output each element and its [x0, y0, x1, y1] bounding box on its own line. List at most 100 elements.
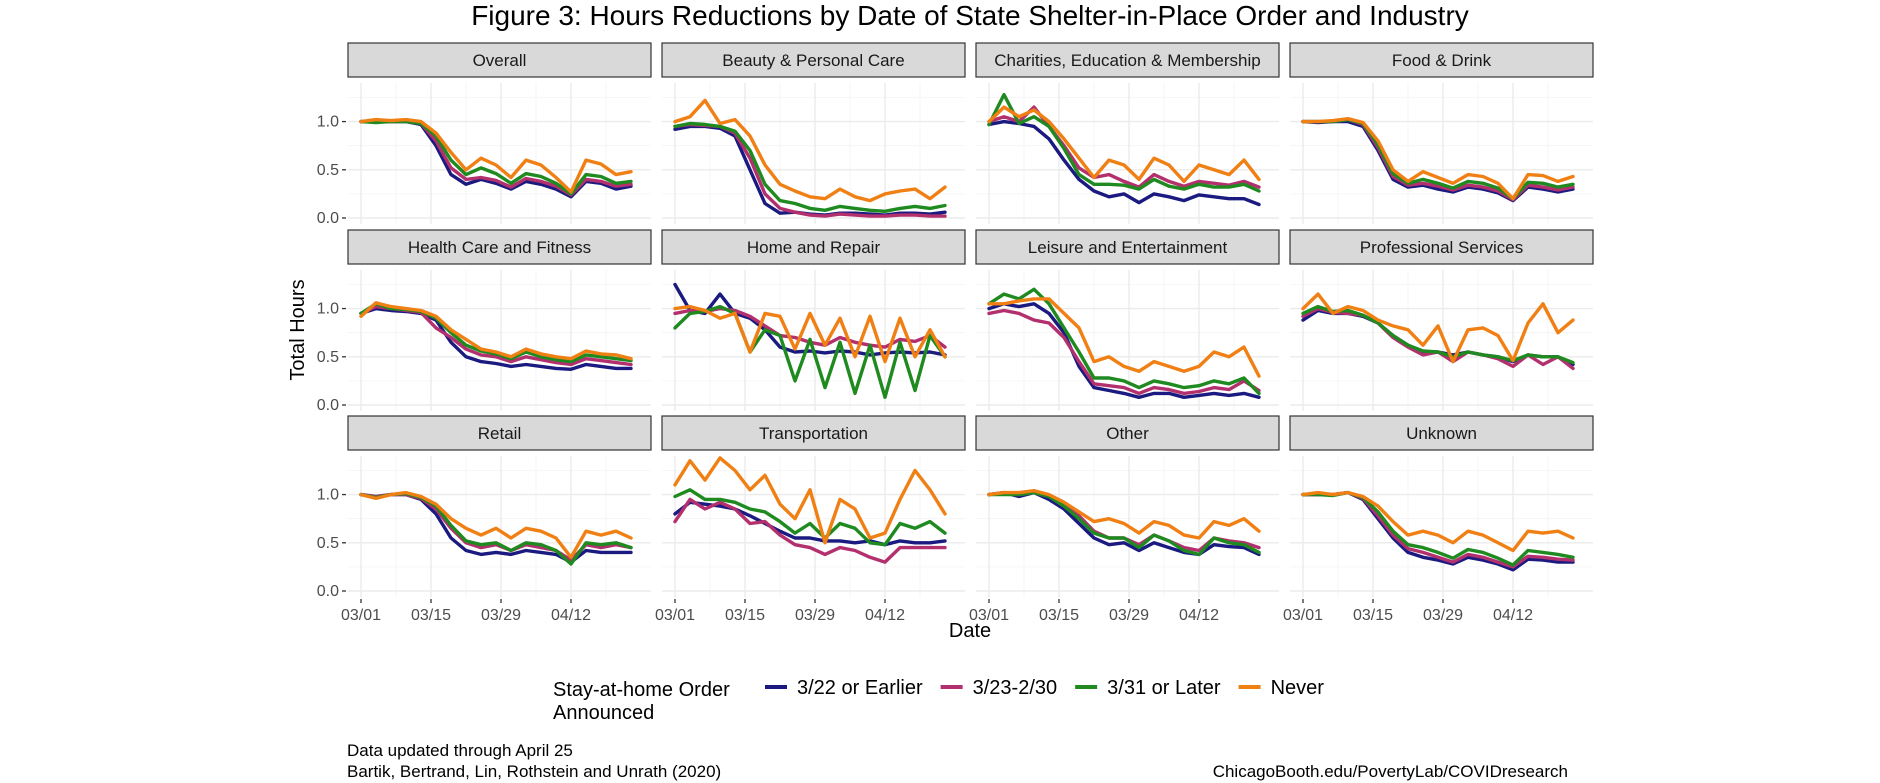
x-tick-label: 04/12 [551, 607, 591, 624]
facet-strip-label: Home and Repair [747, 238, 881, 257]
series-line-early [987, 119, 1261, 207]
x-tick-label: 03/01 [655, 607, 695, 624]
series-line-early [673, 500, 947, 547]
panel-charities-education-membership: Charities, Education & Membership [975, 42, 1280, 224]
series-line-never [1301, 490, 1575, 553]
x-tick-label: 03/29 [481, 607, 521, 624]
legend-entry-early: 3/22 or Earlier [765, 677, 923, 699]
legend-entry-late: 3/31 or Later [1075, 677, 1221, 699]
y-tick-label: 0.5 [317, 535, 339, 552]
facet-strip [661, 415, 966, 451]
legend-entry-mid: 3/23-2/30 [940, 677, 1058, 699]
series-line-never [673, 98, 947, 203]
facet-strip [661, 229, 966, 265]
panel-food-drink: Food & Drink [1289, 42, 1594, 224]
facet-strip-label: Unknown [1406, 424, 1477, 443]
facet-strip-label: Professional Services [1360, 238, 1523, 257]
series-line-late [1301, 304, 1575, 365]
panel-leisure-and-entertainment: Leisure and Entertainment [975, 229, 1280, 411]
panel-transportation: Transportation 03/01 03/15 03/29 04/12 [655, 415, 966, 624]
series-line-never [987, 297, 1261, 378]
panel-home-and-repair: Home and Repair [661, 229, 966, 411]
panel-retail: Retail 0.0 0.5 1.0 03/01 03/15 03/29 04/12 [317, 415, 652, 624]
series-line-late [1301, 490, 1575, 567]
facet-strip-label: Transportation [759, 424, 868, 443]
series-line-late [987, 92, 1261, 193]
series-line-mid [987, 308, 1261, 396]
caption-data-updated: Data updated through April 25 [347, 741, 573, 760]
legend-label: 3/22 or Earlier [797, 677, 923, 699]
series-line-early [673, 282, 947, 357]
y-tick-label: 0.0 [317, 397, 339, 414]
series-line-late [359, 119, 633, 196]
y-tick-label: 0.0 [317, 583, 339, 600]
caption-authors: Bartik, Bertrand, Lin, Rothstein and Unr… [347, 762, 721, 781]
facet-strip [975, 229, 1280, 265]
series-line-late [673, 121, 947, 214]
series-line-never [987, 489, 1261, 540]
series-line-never [359, 301, 633, 361]
legend-label: 3/31 or Later [1107, 677, 1221, 699]
series-line-mid [1301, 490, 1575, 569]
x-tick-label: 03/29 [1109, 607, 1149, 624]
series-line-early [673, 124, 947, 217]
x-tick-label: 03/15 [1039, 607, 1079, 624]
facet-strip-label: Retail [478, 424, 521, 443]
x-tick-label: 03/15 [1353, 607, 1393, 624]
legend-entries: 3/22 or Earlier 3/23-2/30 3/31 or Later Nev… [765, 677, 1324, 699]
x-tick-label: 03/01 [969, 607, 1009, 624]
series-line-late [987, 490, 1261, 557]
series-line-mid [673, 497, 947, 564]
series-line-never [359, 117, 633, 194]
x-tick-label: 04/12 [1493, 607, 1533, 624]
x-tick-label: 03/01 [1283, 607, 1323, 624]
legend: Stay-at-home Order Announced 3/22 or Ear… [553, 677, 1324, 724]
y-tick-label: 1.0 [317, 301, 339, 318]
panel-overall: Overall 0.0 0.5 1.0 [317, 42, 652, 227]
series-line-early [1301, 119, 1575, 203]
series-line-never [987, 105, 1261, 184]
facet-strip [1289, 42, 1594, 78]
legend-label: 3/23-2/30 [973, 677, 1058, 699]
panel-other: Other 03/01 03/15 03/29 04/12 [969, 415, 1280, 624]
y-tick-label: 1.0 [317, 114, 339, 131]
panel-beauty-personal-care: Beauty & Personal Care [661, 42, 966, 224]
y-tick-label: 1.0 [317, 487, 339, 504]
y-tick-label: 0.5 [317, 349, 339, 366]
x-tick-label: 03/15 [725, 607, 765, 624]
x-tick-label: 03/15 [411, 607, 451, 624]
facet-strip [1289, 229, 1594, 265]
facet-strip-label: Beauty & Personal Care [722, 51, 904, 70]
series-line-never [359, 490, 633, 559]
facet-strip [347, 415, 652, 451]
facet-strip [1289, 415, 1594, 451]
panel-health-care-and-fitness: Health Care and Fitness 0.0 0.5 1.0 [317, 229, 652, 414]
facet-strip [975, 415, 1280, 451]
facet-strip-label: Overall [473, 51, 527, 70]
panel-unknown: Unknown 03/01 03/15 03/29 04/12 [1283, 415, 1594, 624]
series-line-early [987, 302, 1261, 399]
series-line-early [359, 119, 633, 199]
series-line-late [987, 287, 1261, 396]
facet-strip [661, 42, 966, 78]
facet-strip-label: Charities, Education & Membership [994, 51, 1260, 70]
y-axis-title: Total Hours [287, 279, 309, 380]
legend-title-line2: Announced [553, 702, 654, 724]
series-line-mid [987, 105, 1261, 189]
facet-strip [347, 42, 652, 78]
x-axis-title: Date [949, 620, 991, 642]
panels-group: Overall 0.0 0.5 1.0 Beauty & Personal Care Ch… [317, 42, 1594, 624]
series-line-late [673, 304, 947, 399]
facet-strip-label: Other [1106, 424, 1149, 443]
chart-title: Figure 3: Hours Reductions by Date of St… [471, 0, 1469, 31]
caption-source-url: ChicagoBooth.edu/PovertyLab/COVIDresearc… [1213, 762, 1568, 781]
series-line-never [1301, 116, 1575, 201]
facet-strip-label: Health Care and Fitness [408, 238, 591, 257]
facet-strip-label: Food & Drink [1392, 51, 1492, 70]
x-tick-label: 03/29 [795, 607, 835, 624]
legend-entry-never: Never [1238, 677, 1325, 699]
facet-strip [975, 42, 1280, 78]
legend-label: Never [1271, 677, 1325, 699]
series-line-never [1301, 292, 1575, 364]
